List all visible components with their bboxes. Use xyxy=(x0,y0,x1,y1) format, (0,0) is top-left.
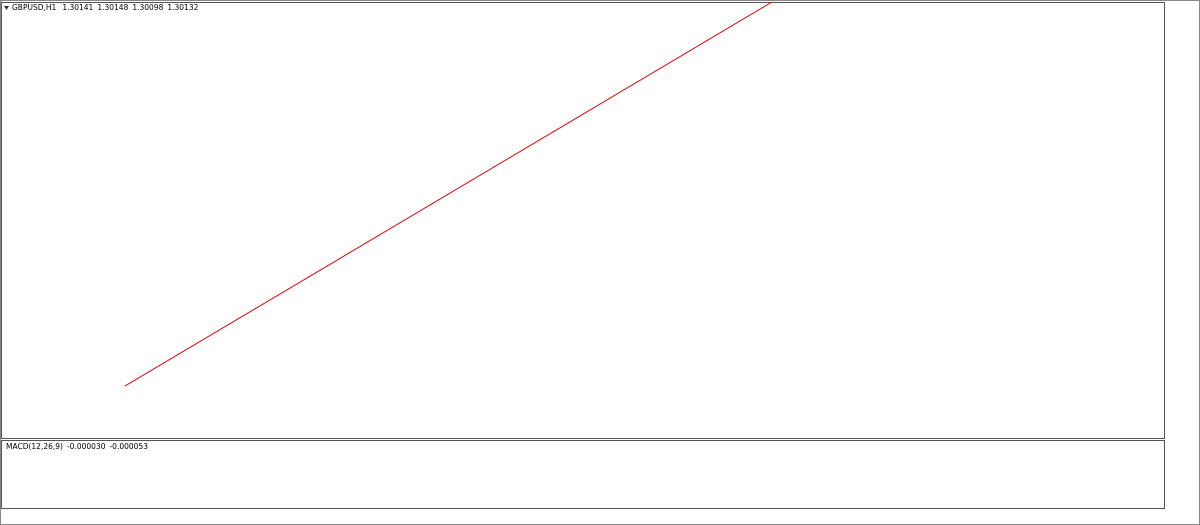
quote-readout: GBPUSD,H1 1.30141 1.30148 1.30098 1.30132 xyxy=(12,3,199,12)
macd-name: MACD(12,26,9) xyxy=(6,442,63,451)
macd-value: -0.000030 xyxy=(67,442,106,451)
quote-low: 1.30098 xyxy=(132,3,163,12)
trend-line xyxy=(124,1,773,387)
quote-close: 1.30132 xyxy=(167,3,198,12)
macd-panel xyxy=(1,440,1165,509)
quote-high: 1.30148 xyxy=(97,3,128,12)
main-panel xyxy=(1,2,1165,439)
macd-title: MACD(12,26,9) -0.000030 -0.000053 xyxy=(6,442,148,451)
quote-open: 1.30141 xyxy=(62,3,93,12)
menu-icon[interactable] xyxy=(4,6,9,10)
symbol: GBPUSD,H1 xyxy=(12,3,57,12)
macd-signal-value: -0.000053 xyxy=(109,442,148,451)
